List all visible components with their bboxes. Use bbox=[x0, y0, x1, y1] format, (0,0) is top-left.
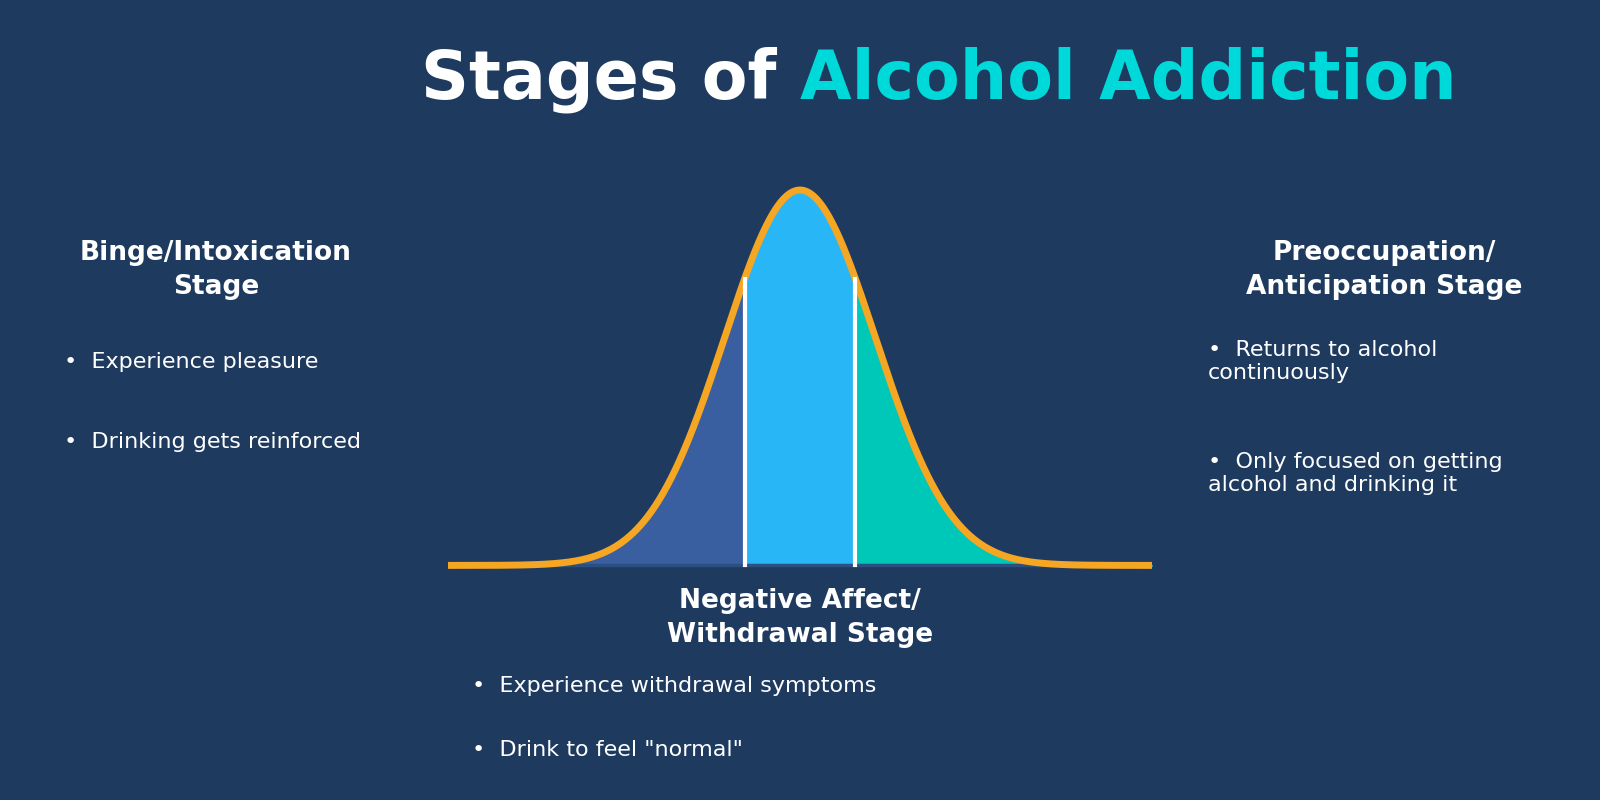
Text: Negative Affect/
Withdrawal Stage: Negative Affect/ Withdrawal Stage bbox=[667, 588, 933, 648]
Text: •  Drinking gets reinforced: • Drinking gets reinforced bbox=[64, 432, 362, 452]
Text: •  Returns to alcohol
continuously: • Returns to alcohol continuously bbox=[1208, 340, 1437, 383]
Text: Stages of: Stages of bbox=[421, 46, 800, 114]
Text: •  Drink to feel "normal": • Drink to feel "normal" bbox=[472, 740, 742, 760]
Text: Binge/Intoxication
Stage: Binge/Intoxication Stage bbox=[80, 240, 352, 300]
Text: •  Only focused on getting
alcohol and drinking it: • Only focused on getting alcohol and dr… bbox=[1208, 452, 1502, 495]
Text: •  Experience withdrawal symptoms: • Experience withdrawal symptoms bbox=[472, 676, 877, 696]
Text: •  Experience pleasure: • Experience pleasure bbox=[64, 352, 318, 372]
Text: Alcohol Addiction: Alcohol Addiction bbox=[800, 47, 1456, 113]
Text: Preoccupation/
Anticipation Stage: Preoccupation/ Anticipation Stage bbox=[1246, 240, 1522, 300]
